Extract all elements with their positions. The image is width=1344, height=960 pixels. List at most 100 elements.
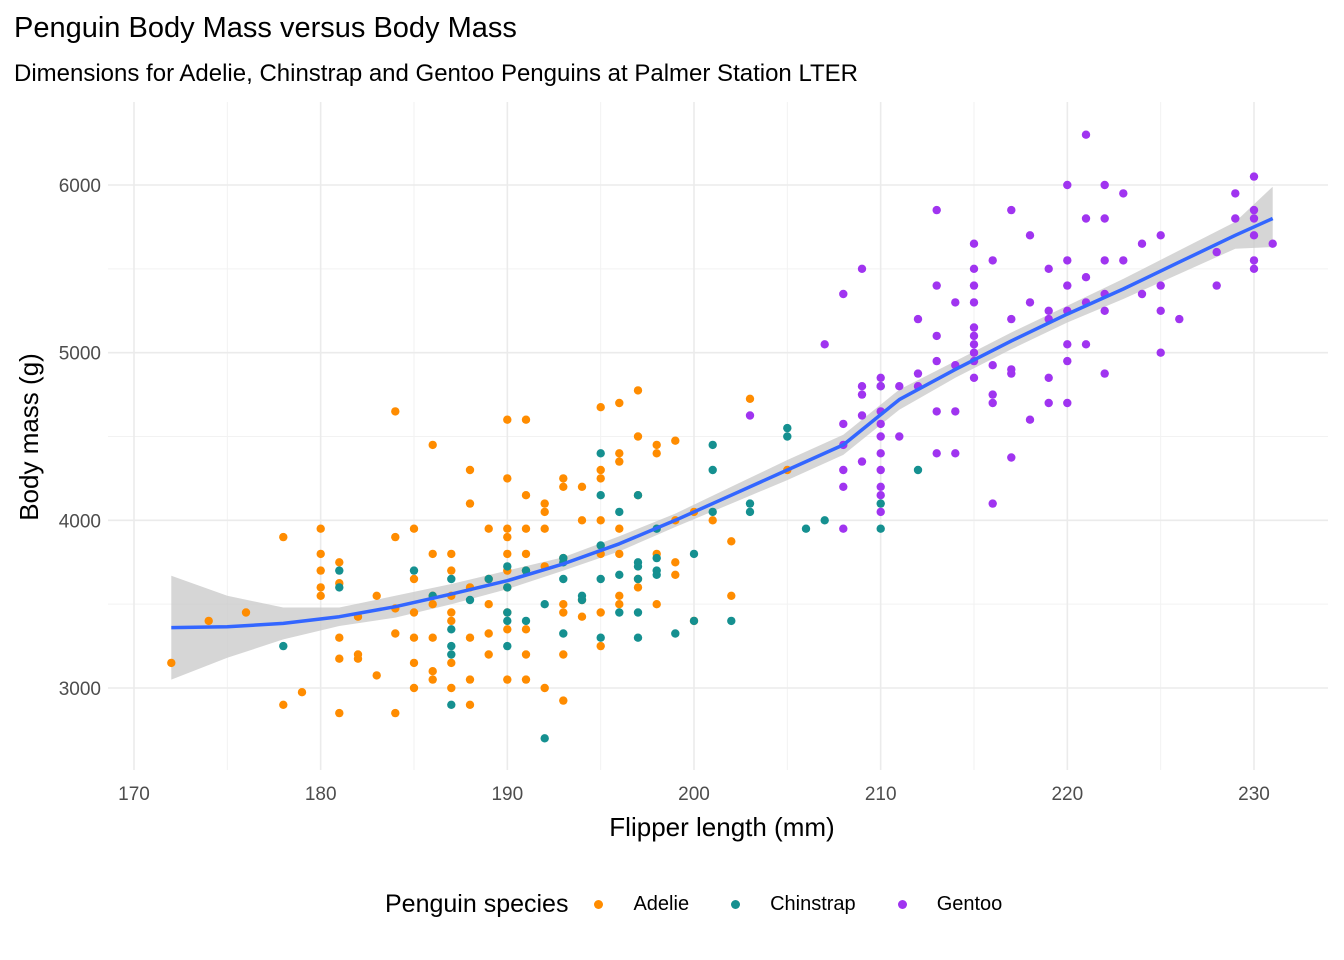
data-point-adelie	[521, 675, 531, 684]
data-point-adelie	[596, 641, 605, 651]
data-point-gentoo	[969, 348, 979, 357]
y-tick-label: 4000	[59, 511, 101, 532]
data-point-chinstrap	[447, 650, 456, 659]
data-point-adelie	[204, 616, 213, 626]
data-point-gentoo	[1249, 172, 1259, 181]
data-point-chinstrap	[503, 562, 512, 571]
data-point-gentoo	[1081, 214, 1091, 223]
data-point-adelie	[540, 683, 549, 693]
data-point-gentoo	[1044, 373, 1053, 382]
data-point-adelie	[484, 650, 493, 659]
data-point-gentoo	[969, 281, 979, 290]
data-point-chinstrap	[708, 507, 717, 517]
data-point-gentoo	[1007, 314, 1016, 324]
data-point-adelie	[316, 566, 325, 575]
data-point-gentoo	[1081, 273, 1091, 282]
data-point-adelie	[615, 449, 624, 458]
data-point-gentoo	[1212, 281, 1221, 290]
data-point-adelie	[521, 650, 531, 659]
y-tick-label: 5000	[59, 344, 101, 365]
data-point-chinstrap	[727, 616, 736, 626]
data-point-gentoo	[951, 298, 960, 307]
data-point-gentoo	[876, 449, 885, 458]
data-point-adelie	[484, 600, 493, 609]
data-point-chinstrap	[671, 629, 680, 638]
data-point-chinstrap	[335, 583, 344, 592]
data-point-chinstrap	[708, 465, 717, 475]
data-point-chinstrap	[447, 574, 456, 584]
data-point-gentoo	[857, 390, 867, 399]
data-point-chinstrap	[465, 595, 475, 605]
data-point-adelie	[447, 549, 456, 559]
data-point-gentoo	[1175, 314, 1184, 324]
data-point-adelie	[577, 516, 587, 525]
data-point-gentoo	[913, 369, 923, 378]
data-point-adelie	[465, 675, 475, 684]
data-point-chinstrap	[447, 700, 456, 709]
data-point-chinstrap	[689, 549, 699, 559]
x-tick-label: 210	[865, 784, 897, 805]
data-point-adelie	[540, 507, 549, 517]
data-point-adelie	[727, 591, 736, 600]
chart-subtitle: Dimensions for Adelie, Chinstrap and Gen…	[14, 60, 859, 87]
data-point-adelie	[316, 583, 325, 592]
data-point-adelie	[577, 482, 587, 491]
data-point-adelie	[391, 532, 400, 542]
data-point-gentoo	[1063, 398, 1072, 408]
data-point-adelie	[503, 415, 512, 424]
confidence-band	[171, 186, 1273, 680]
data-point-gentoo	[1156, 231, 1165, 240]
data-point-adelie	[503, 549, 512, 559]
data-point-gentoo	[969, 239, 979, 248]
data-point-gentoo	[1100, 214, 1109, 223]
data-point-chinstrap	[913, 465, 923, 475]
y-tick-label: 6000	[59, 176, 101, 197]
data-point-adelie	[559, 474, 568, 483]
data-point-gentoo	[895, 382, 904, 391]
data-points	[167, 130, 1277, 743]
x-axis-label: Flipper length (mm)	[609, 812, 834, 842]
data-point-adelie	[540, 499, 549, 508]
data-point-chinstrap	[540, 600, 549, 609]
confidence-ribbon	[171, 186, 1273, 680]
data-point-adelie	[409, 608, 419, 617]
scatter-plot: 170 180 190 200 210 220 230 3000 4000 5000 6000 Fl…	[14, 102, 1328, 842]
data-point-adelie	[615, 600, 624, 609]
data-point-adelie	[521, 625, 531, 634]
data-point-gentoo	[1249, 214, 1259, 223]
y-axis-label: Body mass (g)	[14, 353, 44, 521]
axes: 170 180 190 200 210 220 230 3000 4000 5000 6000	[59, 176, 1270, 805]
data-point-gentoo	[969, 340, 979, 349]
data-point-gentoo	[932, 449, 941, 458]
data-point-gentoo	[1044, 306, 1053, 315]
data-point-chinstrap	[708, 440, 717, 450]
data-point-gentoo	[932, 205, 941, 215]
data-point-adelie	[671, 558, 680, 567]
y-tick-label: 3000	[59, 679, 101, 700]
data-point-gentoo	[876, 507, 885, 517]
data-point-gentoo	[876, 373, 885, 382]
data-point-adelie	[708, 516, 717, 525]
data-point-adelie	[428, 549, 437, 559]
data-point-gentoo	[1249, 205, 1259, 215]
data-point-adelie	[465, 465, 475, 475]
data-point-gentoo	[1081, 130, 1091, 139]
data-point-adelie	[559, 608, 568, 617]
data-point-gentoo	[1025, 298, 1035, 307]
data-point-adelie	[241, 608, 251, 617]
data-point-chinstrap	[503, 583, 512, 592]
data-point-adelie	[596, 516, 605, 525]
data-point-adelie	[428, 600, 437, 609]
data-point-adelie	[335, 708, 344, 718]
data-point-gentoo	[932, 407, 941, 416]
data-point-gentoo	[839, 289, 848, 299]
data-point-gentoo	[1212, 247, 1221, 257]
data-point-chinstrap	[447, 625, 456, 634]
data-point-gentoo	[969, 264, 979, 273]
data-point-adelie	[559, 482, 568, 491]
data-point-adelie	[391, 708, 400, 718]
data-point-chinstrap	[447, 641, 456, 651]
data-point-adelie	[615, 398, 624, 408]
data-point-gentoo	[1137, 289, 1147, 299]
data-point-gentoo	[951, 407, 960, 416]
